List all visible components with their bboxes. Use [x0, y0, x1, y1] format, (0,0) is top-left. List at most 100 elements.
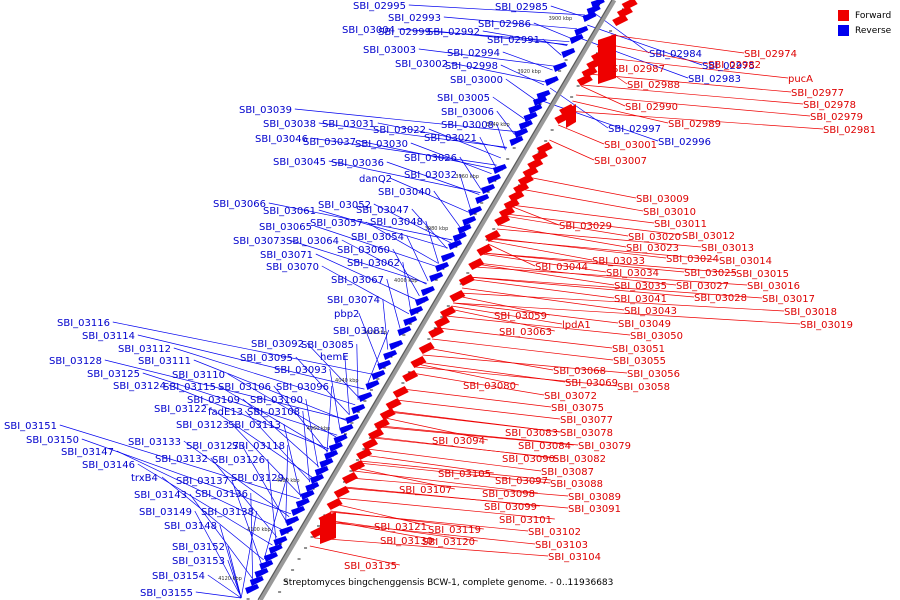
label-leader	[496, 123, 506, 151]
reverse-gene	[371, 370, 386, 380]
label-leader	[314, 225, 437, 267]
label-leader	[263, 476, 288, 560]
gene-label: SBI_03052	[318, 200, 371, 211]
label-leader	[476, 263, 615, 286]
reverse-gene	[574, 26, 589, 36]
forward-gene	[531, 150, 548, 162]
gene-label: SBI_03124	[113, 381, 166, 392]
label-leader	[358, 140, 495, 170]
gene-label: SBI_03087	[541, 467, 594, 478]
gene-label: SBI_03123	[176, 420, 229, 431]
gene-label: SBI_03100	[250, 395, 303, 406]
reverse-gene	[263, 552, 278, 562]
label-leader	[395, 399, 561, 420]
label-leader	[285, 444, 289, 523]
gene-label: SBI_03105	[438, 469, 491, 480]
gene-label: SBI_03137	[176, 476, 229, 487]
genome-caption: Streptomyces bingchenggensis BCW-1, comp…	[283, 578, 614, 588]
forward-gene	[402, 370, 419, 382]
reverse-gene	[300, 490, 315, 500]
label-leader	[356, 343, 359, 400]
label-leader	[389, 410, 561, 433]
reverse-gene	[324, 450, 339, 460]
gene-label: SBI_03066	[213, 199, 266, 210]
forward-swatch	[838, 10, 849, 21]
gene-label: SBI_03078	[560, 428, 613, 439]
label-leader	[453, 302, 801, 325]
label-leader	[491, 237, 667, 259]
label-leader	[389, 177, 469, 213]
gene-label: SBI_03044	[535, 262, 588, 273]
gene-label: SBI_02995	[353, 1, 406, 12]
gene-label: SBI_03039	[239, 105, 292, 116]
gene-label: SBI_03018	[784, 307, 837, 318]
gene-label: SBI_03037	[303, 137, 356, 148]
label-leader	[450, 62, 546, 83]
label-leader	[433, 30, 568, 45]
gene-label: SBI_02992	[427, 27, 480, 38]
label-leader	[380, 426, 574, 446]
forward-gene	[503, 198, 520, 210]
gene-label: SBI_03062	[347, 258, 400, 269]
gene-label: SBI_03073	[233, 236, 286, 247]
gene-label: SBI_03106	[218, 382, 271, 393]
label-leader	[482, 253, 607, 273]
forward-gene	[449, 290, 466, 302]
gene-label: SBI_03089	[568, 492, 621, 503]
gene-label: SBI_02987	[612, 64, 665, 75]
label-leader	[231, 423, 302, 497]
gene-label: SBI_03110	[172, 370, 225, 381]
label-leader	[189, 493, 253, 579]
reverse-gene	[358, 392, 373, 402]
label-leader	[309, 545, 400, 566]
label-leader	[411, 208, 448, 249]
label-leader	[402, 388, 552, 408]
forward-gene	[498, 206, 515, 218]
label-leader	[380, 425, 579, 446]
gene-label: SBI_03034	[606, 268, 659, 279]
label-leader	[183, 440, 290, 517]
reverse-gene	[553, 62, 568, 72]
gene-label: SBI_03099	[484, 502, 537, 513]
forward-gene	[341, 472, 358, 484]
gene-label: fadE13	[208, 407, 243, 418]
label-leader	[406, 235, 429, 282]
label-leader	[462, 287, 625, 311]
gene-label: SBI_03006	[441, 107, 494, 118]
label-leader	[422, 354, 628, 374]
label-leader	[341, 239, 427, 285]
reverse-gene	[448, 240, 463, 250]
label-leader	[207, 574, 242, 599]
label-leader	[417, 363, 519, 386]
label-leader	[425, 220, 439, 264]
label-leader	[209, 407, 313, 478]
label-leader	[59, 424, 300, 500]
tick-label: 3900 kbp	[549, 16, 573, 22]
reverse-gene	[309, 474, 324, 484]
gene-label: SBI_03109	[187, 395, 240, 406]
label-leader	[504, 215, 629, 237]
forward-gene	[373, 418, 390, 430]
gene-label: SBI_03128	[49, 356, 102, 367]
gene-label: SBI_03051	[612, 344, 665, 355]
genome-axis	[257, 0, 617, 600]
gene-label: SBI_03020	[628, 232, 681, 243]
label-leader	[581, 85, 626, 107]
label-leader	[402, 261, 412, 311]
reverse-label: Reverse	[855, 25, 892, 36]
label-leader	[219, 524, 242, 599]
label-leader	[193, 359, 347, 421]
reverse-gene	[345, 414, 360, 424]
forward-gene	[468, 258, 485, 270]
label-leader	[479, 136, 496, 167]
label-leader	[227, 545, 242, 599]
gene-label: SBI_03000	[450, 75, 503, 86]
reverse-swatch	[838, 25, 849, 36]
reverse-gene	[319, 458, 334, 468]
tick-label: 3960 kbp	[455, 174, 479, 180]
label-leader	[468, 276, 763, 299]
gene-label: trxB4	[131, 473, 158, 484]
reverse-gene	[285, 516, 300, 526]
gene-label: SBI_03101	[499, 515, 552, 526]
label-leader	[459, 156, 482, 191]
